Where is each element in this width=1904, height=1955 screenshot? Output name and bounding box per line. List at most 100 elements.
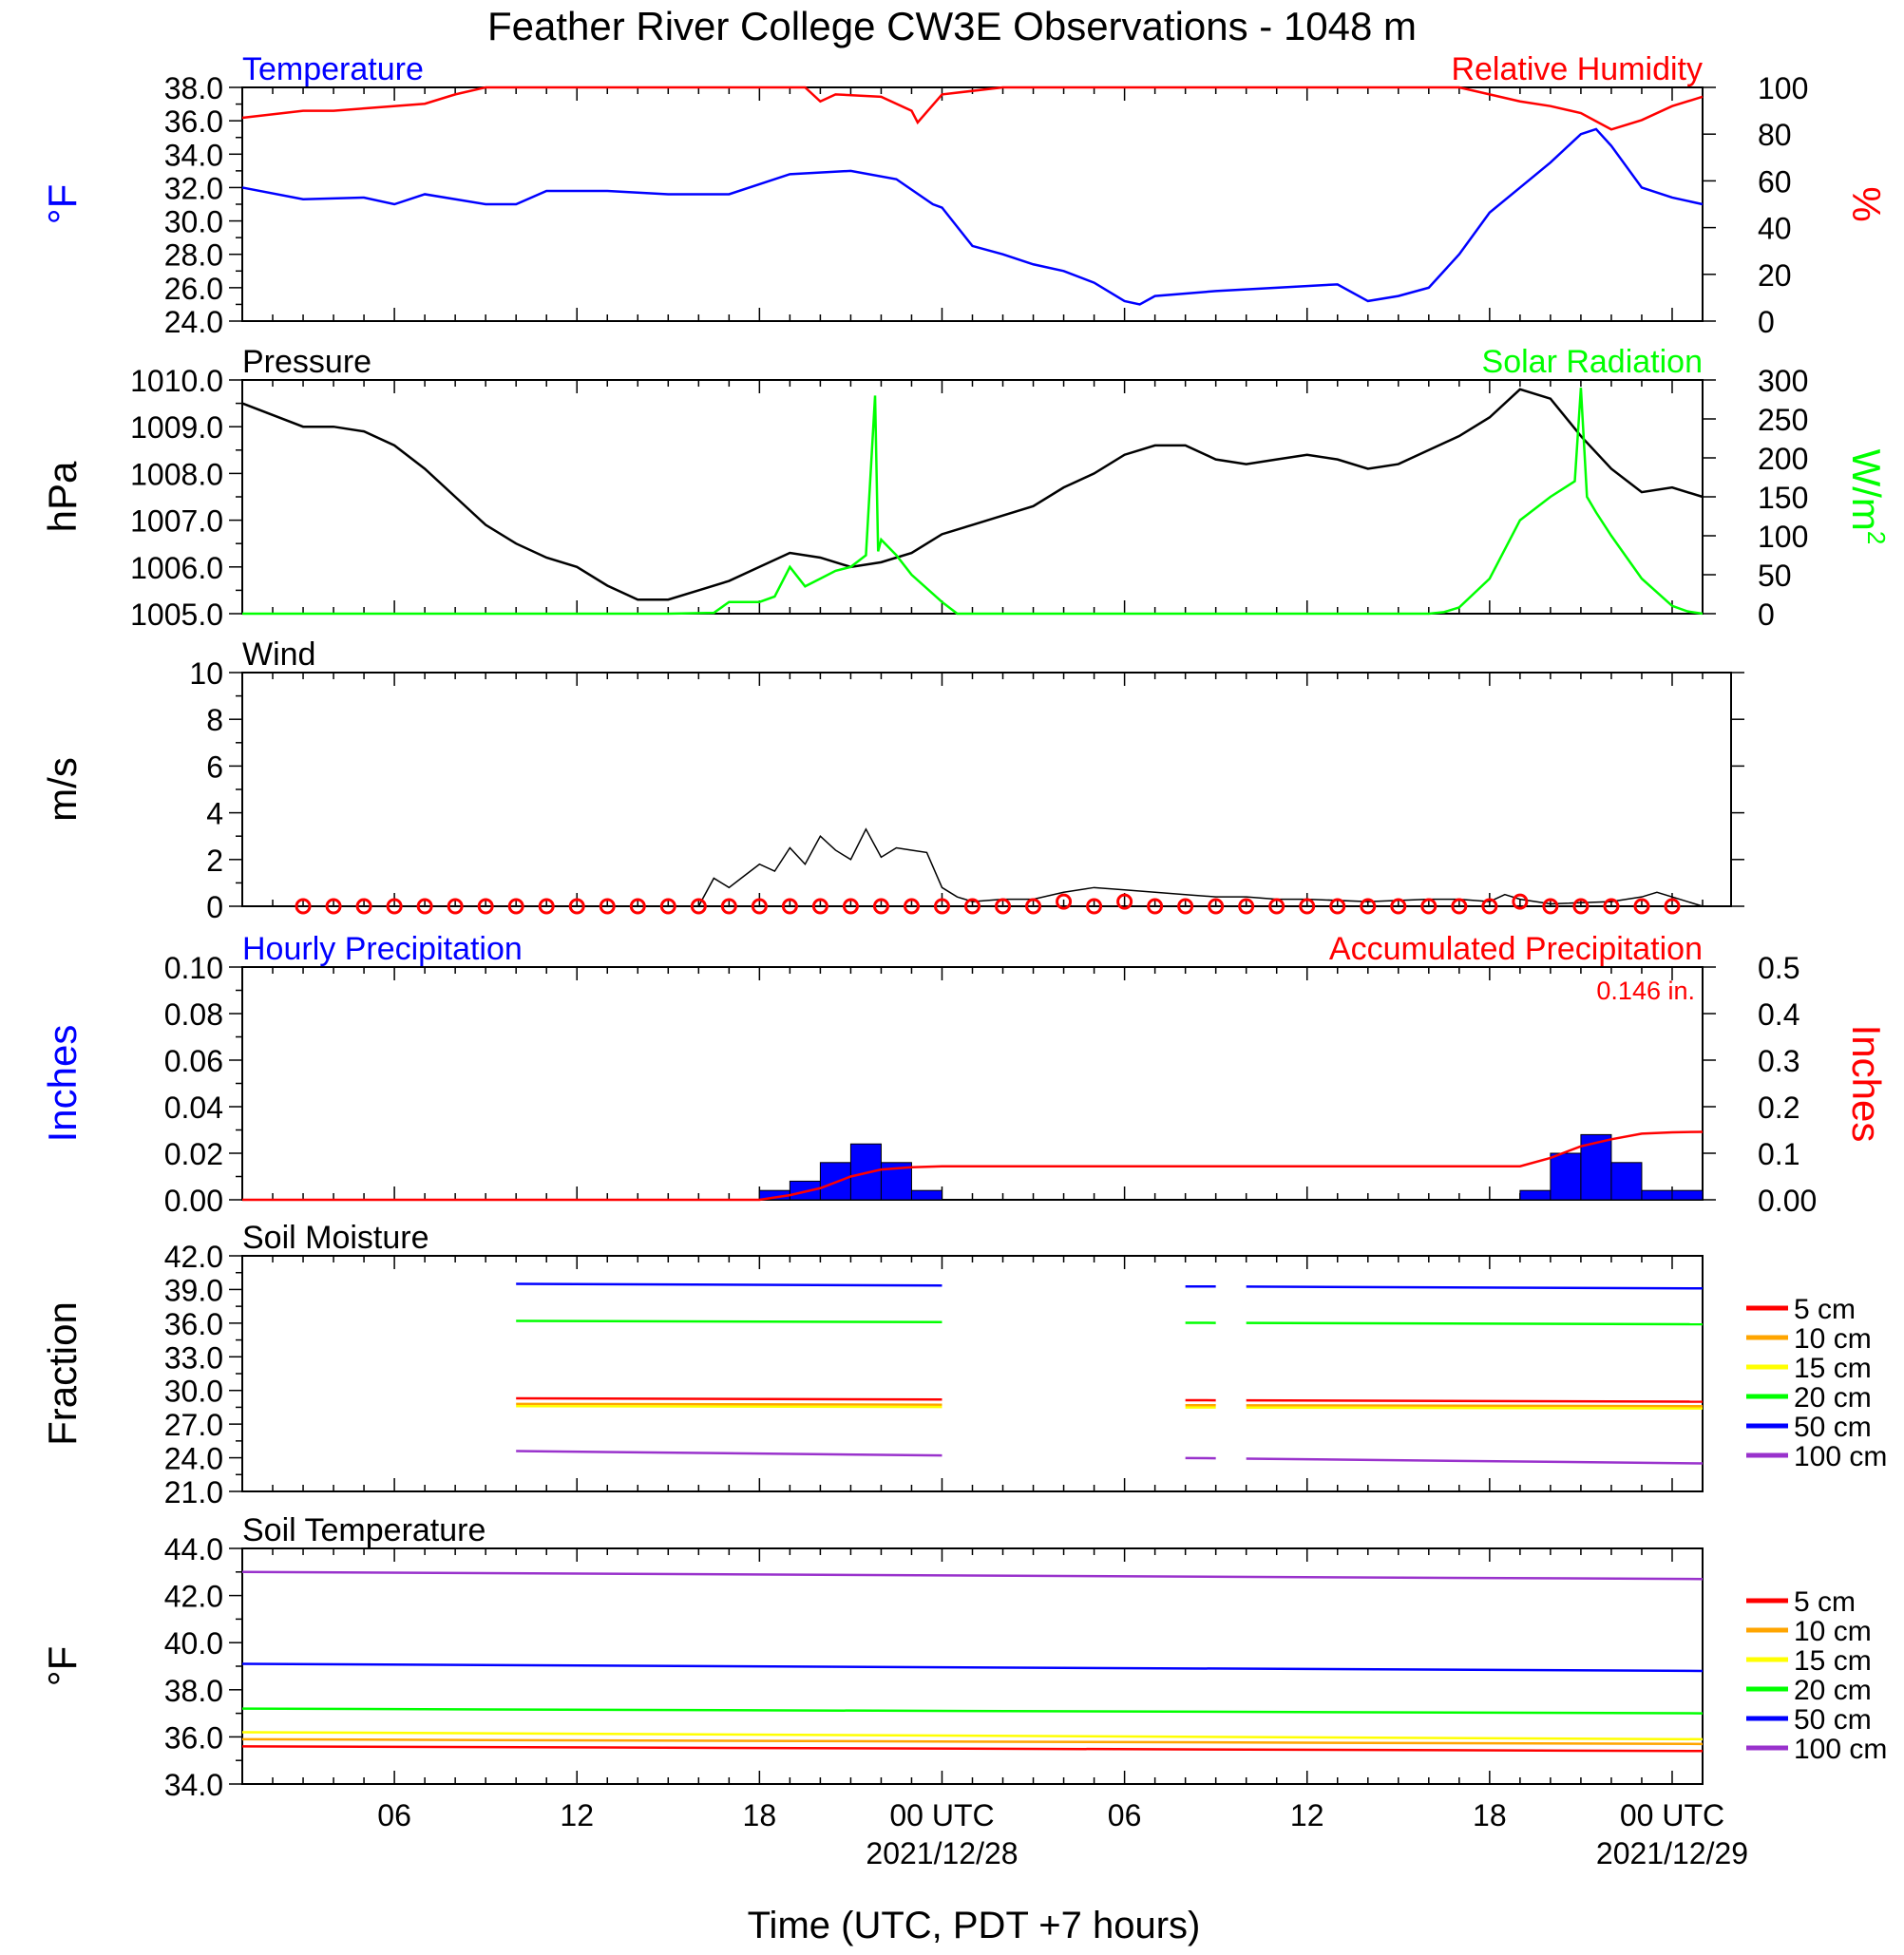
y-tick-label: 1006.0 — [130, 551, 223, 585]
precip-bar — [1610, 1162, 1643, 1201]
y-right-tick-label: 0.00 — [1758, 1184, 1817, 1218]
y-right-tick-label: 50 — [1758, 559, 1792, 593]
y-tick-label: 38.0 — [164, 71, 223, 105]
y-tick-label: 1009.0 — [130, 410, 223, 445]
legend-label: 20 cm — [1794, 1675, 1872, 1706]
y-tick-label: 0.08 — [164, 997, 223, 1032]
y-right-tick-label: 200 — [1758, 442, 1808, 476]
series-line-5cm — [516, 1396, 942, 1401]
y-right-tick-label: 100 — [1758, 71, 1808, 105]
wind-barb-marker — [1238, 898, 1255, 915]
wind-barb-marker — [1208, 898, 1225, 915]
wind-barb-marker — [477, 898, 494, 915]
series-line-20cm — [241, 1707, 1704, 1715]
figure-title: Feather River College CW3E Observations … — [487, 4, 1417, 48]
y-tick-label: 26.0 — [164, 272, 223, 306]
panel-title-left: Hourly Precipitation — [242, 931, 523, 967]
y-tick-label: 2 — [206, 844, 223, 878]
legend-label: 10 cm — [1794, 1323, 1872, 1355]
y-tick-label: 4 — [206, 797, 223, 831]
wind-barb-marker — [1451, 898, 1468, 915]
accum-total-label: 0.146 in. — [1596, 977, 1695, 1005]
y-axis-label: Inches — [40, 1025, 85, 1143]
y-tick-label: 36.0 — [164, 104, 223, 139]
wind-barb-marker — [1360, 898, 1377, 915]
y-right-tick-label: 0.5 — [1758, 951, 1799, 985]
y-tick-label: 1005.0 — [130, 598, 223, 632]
legend-label: 10 cm — [1794, 1616, 1872, 1647]
wind-barb-marker — [1177, 898, 1194, 915]
time-axis: 06 12 18 00 UTC 2021/12/28 06 12 18 00 UTC 2021/1… — [377, 1798, 1748, 1870]
wind-barb-marker — [295, 898, 312, 915]
y-tick-label: 8 — [206, 703, 223, 737]
legend-label: 15 cm — [1794, 1645, 1872, 1677]
wind-barb-marker — [1268, 898, 1285, 915]
y-tick-label: 6 — [206, 750, 223, 784]
y-right-tick-label: 20 — [1758, 258, 1792, 293]
y-tick-label: 34.0 — [164, 138, 223, 172]
series-line-5cm — [1246, 1398, 1704, 1403]
series-line-15cm — [516, 1404, 942, 1409]
x-tick-label: 18 — [1473, 1798, 1507, 1832]
y-tick-label: 24.0 — [164, 305, 223, 339]
y-axis-label-right: % — [1844, 186, 1889, 221]
wind-barb-marker — [1390, 898, 1407, 915]
wind-barb-marker — [964, 898, 981, 915]
y-tick-label: 42.0 — [164, 1240, 223, 1274]
panel-wind: 0 2 4 6 8 10 Wind m/s — [40, 636, 1744, 924]
y-right-tick-label: 0 — [1758, 598, 1775, 632]
y-right-tick-label: 0.2 — [1758, 1091, 1799, 1125]
precip-bar — [1671, 1189, 1704, 1201]
panel-temp_rh: 24.026.028.030.032.034.036.038.0 0 20 40 60 8… — [40, 51, 1889, 339]
y-tick-label: 1008.0 — [130, 457, 223, 491]
legend-label: 100 cm — [1794, 1441, 1887, 1472]
wind-barb-marker — [447, 898, 464, 915]
wind-barb-marker — [690, 898, 707, 915]
wind-barb-marker — [1572, 898, 1590, 915]
x-tick-label: 12 — [1290, 1798, 1324, 1832]
series-line-10cm — [1246, 1404, 1704, 1408]
series-line-50cm — [241, 1662, 1704, 1673]
wind-barb-marker — [1056, 893, 1073, 910]
series-line-50cm — [1246, 1285, 1704, 1290]
y-tick-label: 27.0 — [164, 1408, 223, 1442]
wind-barb-marker — [1664, 898, 1681, 915]
series-line-20cm — [1246, 1321, 1704, 1326]
series-line-20cm — [516, 1319, 942, 1324]
y-tick-label: 0.02 — [164, 1137, 223, 1171]
wind-barb-marker — [325, 898, 342, 915]
y-axis-label: m/s — [40, 757, 85, 822]
y-tick-label: 42.0 — [164, 1580, 223, 1614]
y-axis-label-right: Inches — [1844, 1025, 1889, 1143]
y-axis-label: hPa — [40, 461, 85, 532]
wind-barb-marker — [1603, 898, 1620, 915]
y-tick-label: 36.0 — [164, 1720, 223, 1755]
wind-barb-marker — [720, 898, 737, 915]
y-tick-label: 10 — [189, 656, 223, 691]
wind-line — [242, 827, 1704, 907]
legend-label: 5 cm — [1794, 1294, 1856, 1325]
y-tick-label: 32.0 — [164, 171, 223, 205]
y-tick-label: 44.0 — [164, 1532, 223, 1566]
precip-bar — [1641, 1189, 1673, 1201]
accum-line — [242, 1130, 1704, 1202]
wind-barb-marker — [751, 898, 768, 915]
series-line-100cm — [241, 1570, 1704, 1581]
y-axis-label-right: W/m2 — [1844, 449, 1891, 545]
y-tick-label: 1007.0 — [130, 504, 223, 539]
wind-barb-marker — [538, 898, 555, 915]
wind-barb-marker — [1420, 898, 1438, 915]
wind-barb-marker — [781, 898, 798, 915]
wind-barb-marker — [1633, 898, 1650, 915]
y-right-tick-label: 150 — [1758, 481, 1808, 515]
y-tick-label: 39.0 — [164, 1273, 223, 1307]
panel-title-right: Solar Radiation — [1482, 344, 1703, 380]
legend-label: 100 cm — [1794, 1734, 1887, 1765]
y-tick-label: 21.0 — [164, 1475, 223, 1509]
series-line-100cm — [1246, 1457, 1704, 1465]
panel-title-left: Wind — [242, 636, 315, 673]
legend-label: 20 cm — [1794, 1382, 1872, 1414]
y-axis-label: °F — [40, 1646, 85, 1686]
wind-barb-marker — [599, 898, 616, 915]
